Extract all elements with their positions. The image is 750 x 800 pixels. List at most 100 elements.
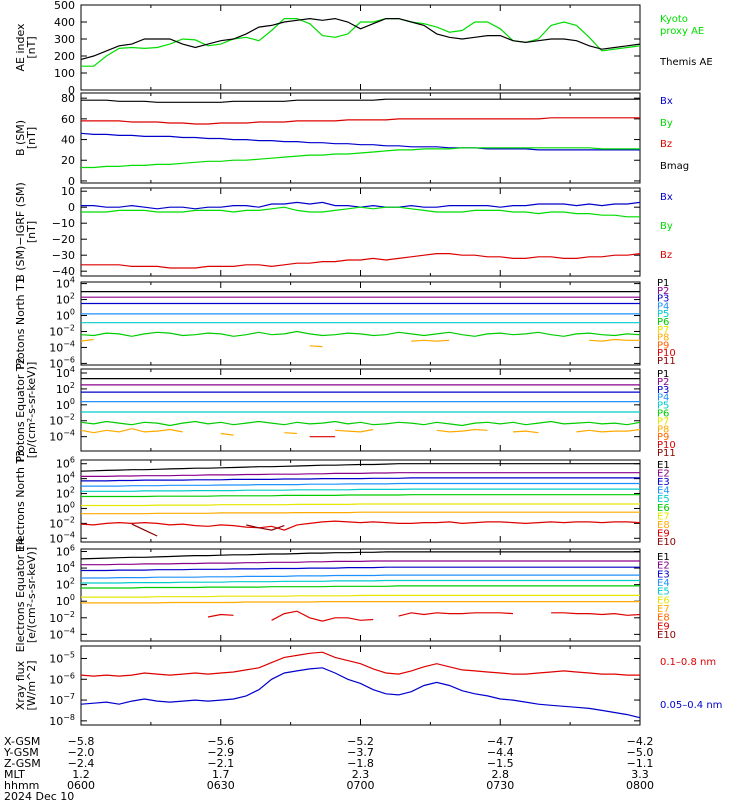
legend-p2: P2	[657, 286, 669, 297]
legend-e6: E6	[657, 503, 670, 514]
legend-e9: E9	[657, 621, 670, 632]
footer-value: −3.7	[347, 746, 374, 759]
footer-value: 2.3	[352, 768, 370, 781]
y-axis-label: [e/(cm²-s-sr-keV)]	[25, 547, 38, 643]
y-tick-label: 10−4	[49, 339, 75, 354]
y-tick-label: 100	[56, 397, 75, 412]
y-axis-label: Electrons North T3	[14, 450, 27, 552]
legend-e9: E9	[657, 528, 670, 539]
legend-p11: P11	[657, 356, 676, 367]
footer-value: −5.6	[207, 735, 234, 748]
series-line-0-05-0-4-nm	[80, 667, 641, 719]
y-tick-label: 10−8	[49, 713, 75, 728]
series-line-bx	[81, 201, 641, 210]
y-axis-label: Protons Equator T2	[14, 357, 27, 462]
footer-value: −2.0	[68, 746, 95, 759]
legend-p7: P7	[657, 416, 669, 427]
footer-value: −4.7	[487, 735, 514, 748]
y-tick-label: −40	[52, 265, 75, 278]
legend-e7: E7	[657, 511, 670, 522]
series-line-bmag	[81, 98, 640, 103]
y-tick-label: 104	[56, 365, 75, 380]
y-tick-label: 100	[56, 308, 75, 323]
y-tick-label: 102	[56, 292, 75, 307]
legend-p10: P10	[657, 440, 676, 451]
y-tick-label: 102	[56, 381, 75, 396]
series-line-0-1-0-8-nm	[80, 651, 640, 677]
legend-by: By	[660, 221, 673, 232]
footer-value: 1.7	[212, 768, 230, 781]
series-line-bz	[81, 253, 641, 269]
y-tick-label: 104	[56, 276, 75, 291]
legend-e5: E5	[657, 587, 670, 598]
legend-p9: P9	[657, 432, 669, 443]
series-line-e4	[81, 574, 640, 579]
legend-e6: E6	[657, 595, 670, 606]
y-tick-label: 10−2	[49, 515, 75, 530]
series-line-e2	[81, 560, 640, 566]
panel-frame	[80, 281, 641, 366]
y-tick-label: −20	[52, 233, 75, 246]
y-tick-label: 100	[56, 500, 75, 515]
y-tick-label: 10−5	[49, 650, 75, 665]
legend-p3: P3	[657, 294, 669, 305]
y-tick-label: 10	[61, 185, 75, 198]
y-axis-label: [W/m^2]	[25, 660, 38, 710]
legend-0-05-0-4-nm: 0.05–0.4 nm	[660, 700, 722, 711]
footer-value: −5.0	[627, 746, 654, 759]
footer-value: −4.2	[627, 735, 654, 748]
series-line-e1	[80, 551, 640, 560]
footer-row-label: X-GSM	[4, 735, 40, 748]
y-tick-label: 80	[61, 92, 75, 105]
y-tick-label: 104	[56, 560, 75, 575]
panel-1: 0 100 200 300 400 500 AE index[nT] Kyoto proxy A…	[14, 0, 713, 97]
y-tick-label: 102	[56, 486, 75, 501]
footer-row-label: Z-GSM	[4, 757, 41, 770]
series-line-e7	[81, 503, 640, 507]
y-tick-label: 300	[54, 33, 75, 46]
series-line-e9	[80, 520, 641, 531]
footer-value: −2.1	[207, 757, 234, 770]
legend-e10: E10	[657, 630, 676, 641]
y-tick-label: 200	[54, 50, 75, 63]
legend-p10: P10	[657, 348, 676, 359]
y-tick-label: 10−4	[49, 429, 75, 444]
y-axis-label: [nT]	[25, 221, 38, 243]
y-axis-label: Electrons Equator T4	[14, 538, 27, 653]
series-line-e3	[81, 566, 640, 572]
footer-value: 1.2	[72, 768, 90, 781]
legend-bx: Bx	[660, 192, 673, 203]
panel-frame	[80, 368, 641, 452]
footer-value: −1.8	[347, 757, 374, 770]
legend-e1: E1	[657, 460, 670, 471]
panel-3: −40 −30 −20 −10 0 10 B (SM)−IGRF (SM)[nT] Bx By B…	[14, 182, 673, 282]
footer-value: 0800	[626, 779, 654, 792]
y-tick-label: 10−2	[49, 323, 75, 338]
legend-e5: E5	[657, 494, 670, 505]
series-line-e1	[80, 463, 640, 472]
legend-p1: P1	[657, 278, 669, 289]
y-tick-label: 400	[54, 16, 75, 29]
y-tick-label: 100	[54, 67, 75, 80]
series-line-p7	[80, 420, 641, 427]
series-line-e3	[81, 477, 640, 482]
y-tick-label: 10−4	[49, 626, 75, 641]
legend-e3: E3	[657, 477, 670, 488]
footer-value: 3.3	[631, 768, 649, 781]
series-line-p8	[80, 338, 640, 348]
y-tick-label: 106	[56, 456, 75, 471]
footer-value: 2.8	[492, 768, 510, 781]
legend-0-1-0-8-nm: 0.1–0.8 nm	[660, 657, 716, 668]
series-line-e4	[81, 482, 640, 487]
series-line-e5	[81, 579, 640, 584]
y-tick-label: 106	[56, 543, 75, 558]
legend-p11: P11	[657, 448, 676, 459]
footer-row-label: hhmm	[4, 779, 39, 792]
y-axis-label: B (SM)−IGRF (SM)	[14, 182, 27, 282]
legend-bx: Bx	[660, 96, 673, 107]
legend-p8: P8	[657, 333, 669, 344]
